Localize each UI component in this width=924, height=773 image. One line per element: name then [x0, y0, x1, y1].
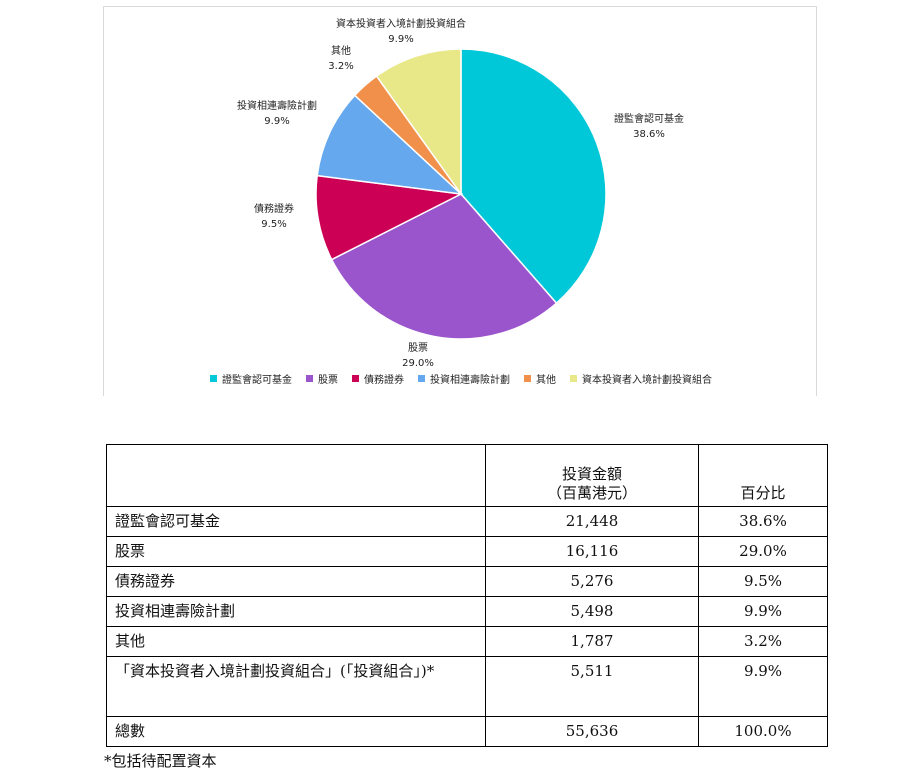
cell-category: 股票 [106, 536, 486, 567]
cell-amount: 55,636 [485, 716, 699, 747]
legend-item-1: 股票 [306, 371, 338, 386]
cell-amount: 5,511 [485, 656, 699, 717]
pie-slice-3 [316, 94, 464, 196]
cell-percent: 9.5% [698, 566, 828, 597]
legend-swatch-5 [570, 375, 577, 382]
legend-label-0: 證監會認可基金 [222, 375, 292, 386]
slice-label-1: 股票 [408, 342, 428, 354]
table-row: 其他 1,787 3.2% [106, 626, 828, 657]
chart-legend: 證監會認可基金 股票 債務證券 投資相連壽險計劃 其他 資本投資者入境計劃投資組合 [104, 371, 818, 386]
cell-category: 「資本投資者入境計劃投資組合」(「投資組合」)* [106, 656, 486, 717]
legend-label-3: 投資相連壽險計劃 [430, 375, 510, 386]
cell-percent: 3.2% [698, 626, 828, 657]
cell-amount: 5,276 [485, 566, 699, 597]
pie-chart-svg: 證監會認可基金 38.6% 股票 29.0% 債務證券 9.5% 投資相連壽險計劃 9.9% 其… [237, 17, 684, 367]
slice-label-3: 投資相連壽險計劃 [237, 99, 317, 112]
pie-slice-5 [375, 48, 462, 197]
pie-slice-0 [460, 48, 607, 305]
allocation-table: 投資金額 （百萬港元） 百分比 證監會認可基金 21,448 38.6% 股票 16,1… [106, 444, 828, 747]
slice-value-label-5: 9.9% [388, 34, 413, 45]
header-percent: 百分比 [698, 444, 828, 507]
cell-percent: 9.9% [698, 656, 828, 717]
legend-item-5: 資本投資者入境計劃投資組合 [570, 371, 712, 386]
cell-percent: 38.6% [698, 506, 828, 537]
legend-swatch-3 [418, 375, 425, 382]
legend-item-2: 債務證券 [352, 371, 404, 386]
cell-amount: 16,116 [485, 536, 699, 567]
header-amount-line2: （百萬港元） [546, 484, 637, 502]
cell-percent: 9.9% [698, 596, 828, 627]
slice-value-label-0: 38.6% [633, 129, 665, 140]
table-row: 投資相連壽險計劃 5,498 9.9% [106, 596, 828, 627]
pie-chart: 證監會認可基金 38.6% 股票 29.0% 債務證券 9.5% 投資相連壽險計劃 9.9% 其… [103, 6, 817, 396]
slice-value-label-4: 3.2% [328, 61, 353, 72]
table-body: 證監會認可基金 21,448 38.6% 股票 16,116 29.0% 債務證券 5,276… [106, 506, 828, 747]
legend-swatch-2 [352, 375, 359, 382]
table-header-row: 投資金額 （百萬港元） 百分比 [106, 444, 828, 507]
header-amount-line1: 投資金額 [561, 465, 622, 483]
cell-category: 投資相連壽險計劃 [106, 596, 486, 627]
slice-value-label-2: 9.5% [261, 219, 286, 230]
legend-item-0: 證監會認可基金 [210, 371, 292, 386]
legend-item-4: 其他 [524, 371, 556, 386]
cell-amount: 21,448 [485, 506, 699, 537]
slice-value-label-1: 29.0% [402, 358, 434, 367]
legend-item-3: 投資相連壽險計劃 [418, 371, 510, 386]
cell-category: 證監會認可基金 [106, 506, 486, 537]
slice-label-2: 債務證券 [254, 202, 294, 215]
slice-label-5: 資本投資者入境計劃投資組合 [336, 17, 466, 30]
legend-swatch-0 [210, 375, 217, 382]
cell-category: 債務證券 [106, 566, 486, 597]
legend-label-1: 股票 [318, 375, 338, 386]
cell-amount: 1,787 [485, 626, 699, 657]
legend-label-2: 債務證券 [364, 375, 404, 386]
table-row: 總數 55,636 100.0% [106, 716, 828, 747]
slice-label-0: 證監會認可基金 [614, 112, 684, 125]
header-amount: 投資金額 （百萬港元） [485, 444, 699, 507]
table-row: 股票 16,116 29.0% [106, 536, 828, 567]
slice-value-label-3: 9.9% [264, 116, 289, 127]
pie-slice-1 [330, 193, 558, 340]
cell-amount: 5,498 [485, 596, 699, 627]
legend-label-5: 資本投資者入境計劃投資組合 [582, 375, 712, 386]
legend-swatch-4 [524, 375, 531, 382]
legend-label-4: 其他 [536, 375, 556, 386]
cell-category: 總數 [106, 716, 486, 747]
pie-slice-2 [315, 174, 464, 261]
cell-percent: 100.0% [698, 716, 828, 747]
table-row: 「資本投資者入境計劃投資組合」(「投資組合」)* 5,511 9.9% [106, 656, 828, 717]
footnote: *包括待配置資本 [104, 752, 217, 770]
cell-percent: 29.0% [698, 536, 828, 567]
table-row: 債務證券 5,276 9.5% [106, 566, 828, 597]
slice-label-4: 其他 [331, 44, 351, 57]
header-category [106, 444, 486, 507]
table-row: 證監會認可基金 21,448 38.6% [106, 506, 828, 537]
cell-category: 其他 [106, 626, 486, 657]
legend-swatch-1 [306, 375, 313, 382]
